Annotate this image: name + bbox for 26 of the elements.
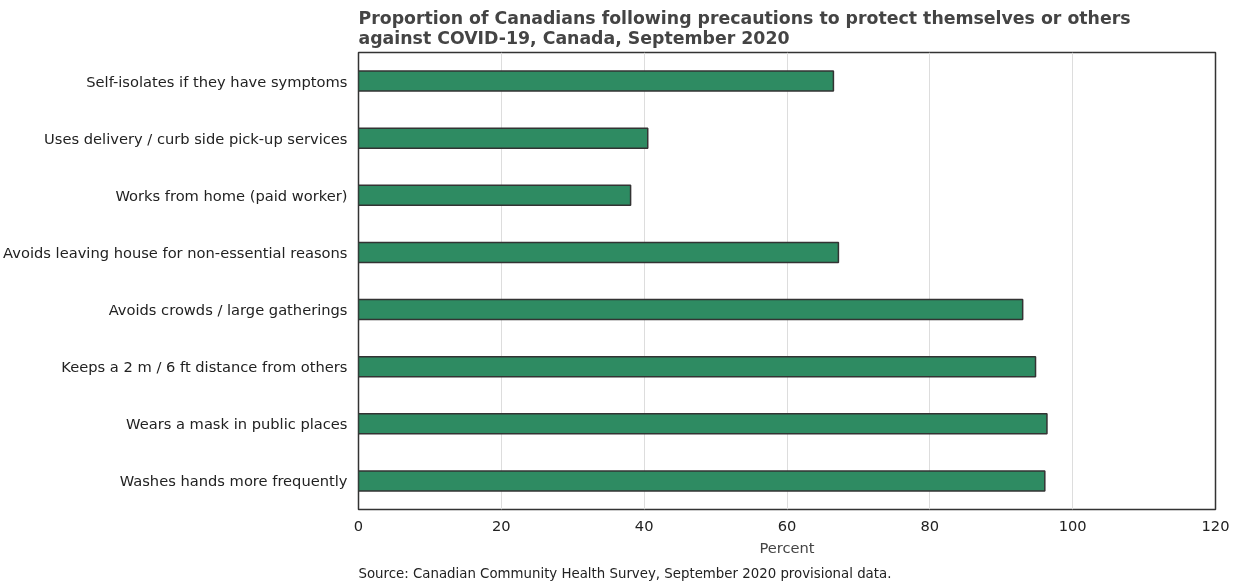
y-tick-label: Uses delivery / curb side pick-up services (44, 129, 348, 147)
y-tick-label: Self-isolates if they have symptoms (86, 72, 348, 90)
bar (358, 127, 649, 149)
bar (358, 184, 632, 207)
x-tick-label: 20 (492, 516, 511, 534)
bar (358, 470, 1046, 492)
x-tick-label: 100 (1058, 516, 1087, 534)
bar (358, 70, 835, 92)
bar (358, 355, 1037, 378)
x-tick-label: 120 (1201, 516, 1230, 534)
x-axis-title: Percent (759, 538, 815, 556)
bar (358, 413, 1048, 435)
y-tick-label: Works from home (paid worker) (115, 186, 348, 204)
y-tick-label: Avoids crowds / large gatherings (108, 301, 348, 319)
bar (358, 241, 840, 264)
bar (358, 298, 1024, 321)
x-tick-label: 40 (634, 516, 654, 534)
y-tick-label: Keeps a 2 m / 6 ft distance from others (61, 358, 348, 376)
source-note: Source: Canadian Community Health Survey, September 2020 provisional data. (358, 565, 892, 581)
x-tick-label: 0 (353, 516, 364, 534)
y-tick-label: Wears a mask in public places (126, 415, 348, 433)
y-tick-label: Avoids leaving house for non-essential reasons (3, 243, 348, 261)
x-tick-label: 60 (777, 516, 797, 534)
x-tick-label: 80 (920, 516, 940, 534)
chart-title: Proportion of Canadians following precautions to protect themselves or others against COVID-19, Canada, September 2020 (358, 7, 1131, 48)
y-tick-label: Washes hands more frequently (119, 472, 348, 490)
